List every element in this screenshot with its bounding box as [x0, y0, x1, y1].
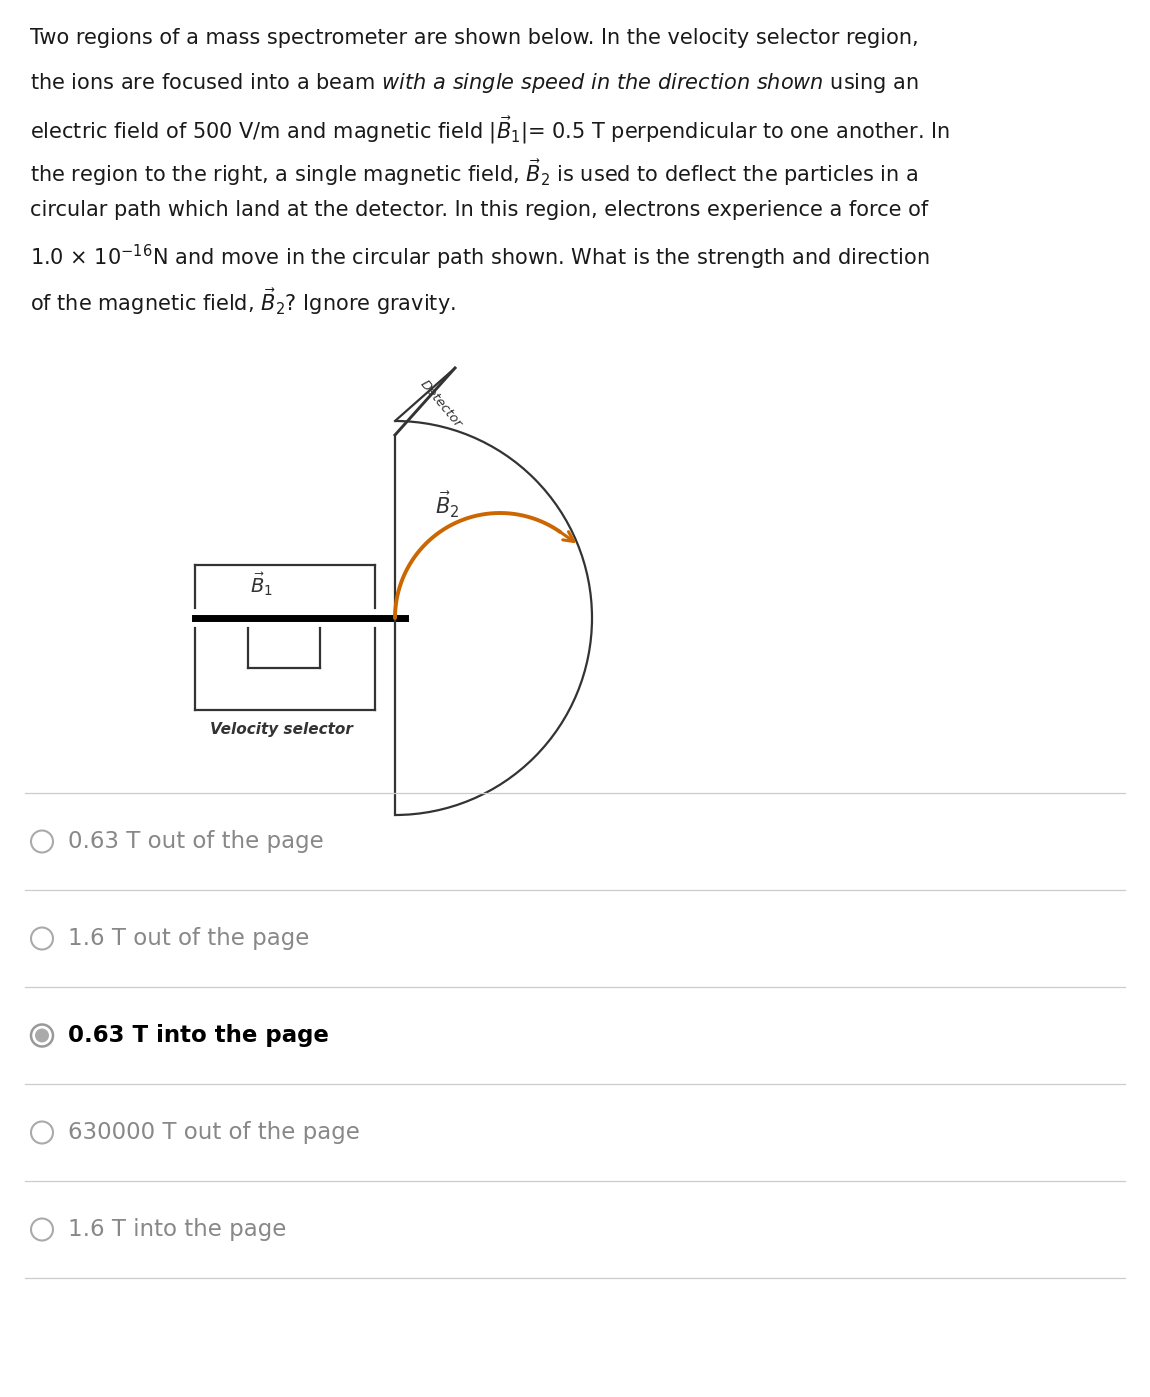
Text: Velocity selector: Velocity selector: [210, 722, 353, 738]
Text: 0.63 T out of the page: 0.63 T out of the page: [68, 830, 324, 854]
Text: 1.6 T into the page: 1.6 T into the page: [68, 1218, 286, 1241]
Text: Two regions of a mass spectrometer are shown below. In the velocity selector reg: Two regions of a mass spectrometer are s…: [30, 28, 919, 47]
Text: of the magnetic field, $\vec{B}_2$? Ignore gravity.: of the magnetic field, $\vec{B}_2$? Igno…: [30, 286, 455, 317]
Text: 1.6 T out of the page: 1.6 T out of the page: [68, 928, 309, 950]
Text: 1.0 $\times$ 10$^{-16}$N and move in the circular path shown. What is the streng: 1.0 $\times$ 10$^{-16}$N and move in the…: [30, 243, 929, 272]
Text: 0.63 T into the page: 0.63 T into the page: [68, 1024, 329, 1046]
Text: circular path which land at the detector. In this region, electrons experience a: circular path which land at the detector…: [30, 200, 928, 219]
Text: Detector: Detector: [417, 379, 465, 430]
Circle shape: [34, 1028, 49, 1042]
Text: the region to the right, a single magnetic field, $\vec{B}_2$ is used to deflect: the region to the right, a single magnet…: [30, 156, 919, 187]
Text: 630000 T out of the page: 630000 T out of the page: [68, 1120, 360, 1144]
Text: $\vec{B}_2$: $\vec{B}_2$: [435, 490, 459, 521]
Text: $\vec{B}_1$: $\vec{B}_1$: [250, 570, 273, 598]
Text: the ions are focused into a beam $\mathit{with\ a\ single\ speed\ in\ the\ direc: the ions are focused into a beam $\mathi…: [30, 71, 919, 95]
Text: electric field of 500 V/m and magnetic field $|\vec{B}_1|$= 0.5 T perpendicular : electric field of 500 V/m and magnetic f…: [30, 115, 950, 145]
